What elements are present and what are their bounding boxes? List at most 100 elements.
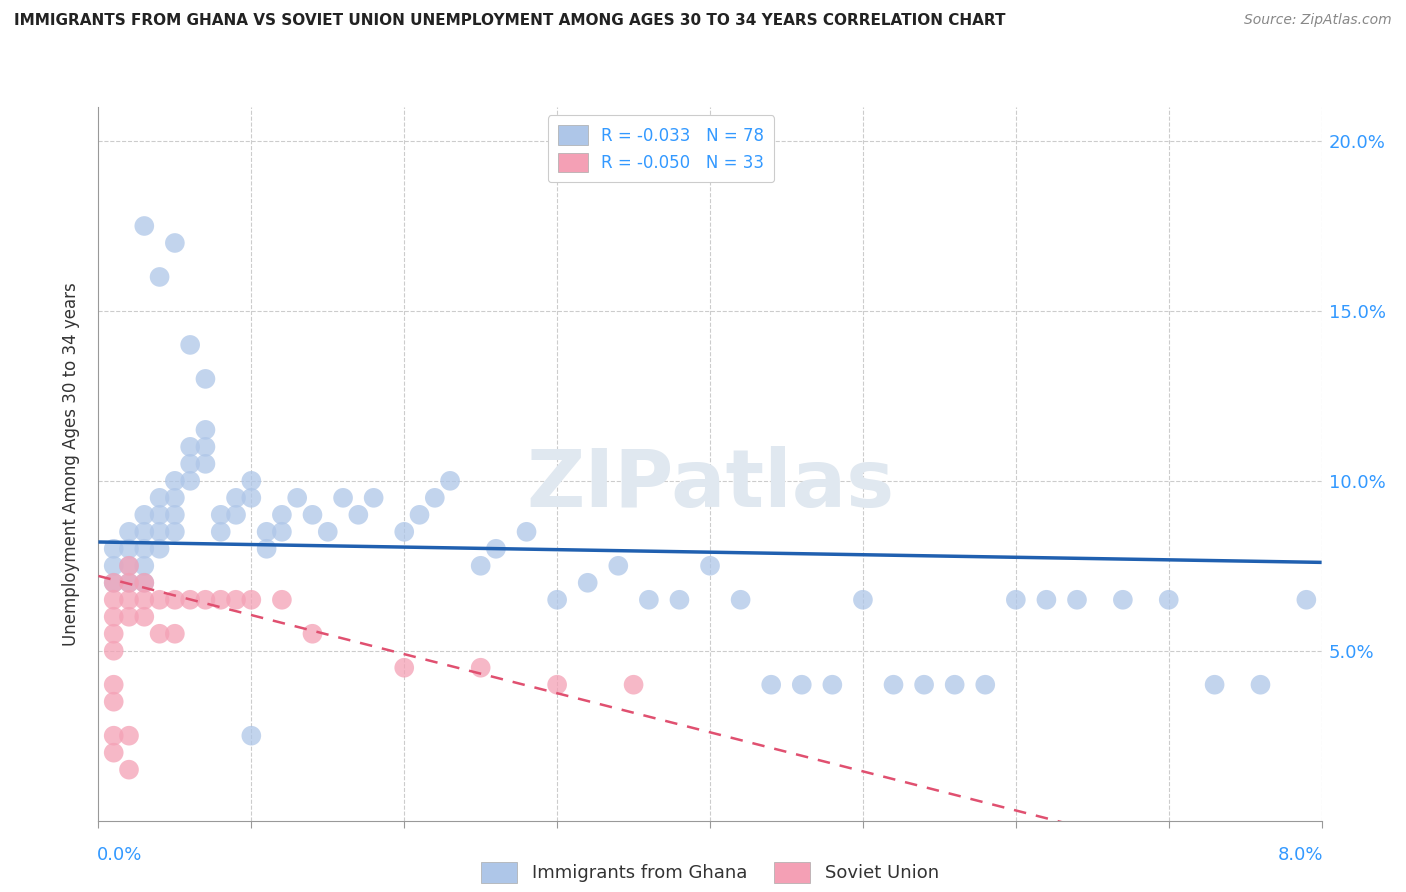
Point [347, 508, 370, 522]
Point [163, 626, 186, 640]
Point [163, 474, 186, 488]
Point [912, 678, 935, 692]
Point [118, 558, 141, 573]
Point [546, 592, 568, 607]
Point [163, 592, 186, 607]
Point [439, 474, 461, 488]
Point [209, 592, 232, 607]
Point [163, 524, 186, 539]
Point [134, 575, 156, 590]
Legend: Immigrants from Ghana, Soviet Union: Immigrants from Ghana, Soviet Union [474, 855, 946, 890]
Point [240, 491, 263, 505]
Point [209, 524, 232, 539]
Point [103, 609, 125, 624]
Point [149, 626, 172, 640]
Point [163, 235, 186, 250]
Point [118, 592, 141, 607]
Point [256, 524, 278, 539]
Point [118, 524, 141, 539]
Point [790, 678, 813, 692]
Point [134, 609, 156, 624]
Point [103, 644, 125, 658]
Point [118, 541, 141, 556]
Point [118, 575, 141, 590]
Point [408, 508, 430, 522]
Point [149, 491, 172, 505]
Point [118, 609, 141, 624]
Point [194, 592, 217, 607]
Point [103, 746, 125, 760]
Point [134, 219, 156, 233]
Point [316, 524, 339, 539]
Point [240, 474, 263, 488]
Point [730, 592, 752, 607]
Point [974, 678, 997, 692]
Point [363, 491, 385, 505]
Point [103, 558, 125, 573]
Point [103, 592, 125, 607]
Point [103, 626, 125, 640]
Point [546, 678, 568, 692]
Point [240, 592, 263, 607]
Point [485, 541, 508, 556]
Point [301, 508, 323, 522]
Point [821, 678, 844, 692]
Point [270, 524, 294, 539]
Point [118, 763, 141, 777]
Point [240, 729, 263, 743]
Point [332, 491, 354, 505]
Point [470, 661, 492, 675]
Point [623, 678, 645, 692]
Point [179, 338, 201, 352]
Point [149, 592, 172, 607]
Point [225, 491, 247, 505]
Point [852, 592, 875, 607]
Point [103, 678, 125, 692]
Point [516, 524, 538, 539]
Point [163, 491, 186, 505]
Text: ZIPatlas: ZIPatlas [526, 446, 894, 524]
Point [118, 729, 141, 743]
Point [149, 524, 172, 539]
Point [883, 678, 905, 692]
Point [134, 508, 156, 522]
Point [134, 541, 156, 556]
Point [1066, 592, 1088, 607]
Point [179, 592, 201, 607]
Point [668, 592, 690, 607]
Point [607, 558, 630, 573]
Point [103, 541, 125, 556]
Point [179, 440, 201, 454]
Point [194, 423, 217, 437]
Point [470, 558, 492, 573]
Point [576, 575, 599, 590]
Point [149, 269, 172, 284]
Point [270, 508, 294, 522]
Point [1035, 592, 1057, 607]
Point [103, 729, 125, 743]
Point [149, 541, 172, 556]
Point [103, 695, 125, 709]
Text: 0.0%: 0.0% [97, 846, 142, 863]
Point [194, 372, 217, 386]
Point [392, 524, 416, 539]
Point [225, 592, 247, 607]
Point [285, 491, 308, 505]
Point [1004, 592, 1026, 607]
Point [103, 575, 125, 590]
Point [134, 558, 156, 573]
Point [699, 558, 721, 573]
Point [256, 541, 278, 556]
Point [1249, 678, 1271, 692]
Y-axis label: Unemployment Among Ages 30 to 34 years: Unemployment Among Ages 30 to 34 years [62, 282, 80, 646]
Point [194, 440, 217, 454]
Point [943, 678, 966, 692]
Point [423, 491, 446, 505]
Point [225, 508, 247, 522]
Point [1204, 678, 1226, 692]
Text: 8.0%: 8.0% [1278, 846, 1323, 863]
Point [163, 508, 186, 522]
Point [392, 661, 416, 675]
Point [118, 558, 141, 573]
Point [1157, 592, 1180, 607]
